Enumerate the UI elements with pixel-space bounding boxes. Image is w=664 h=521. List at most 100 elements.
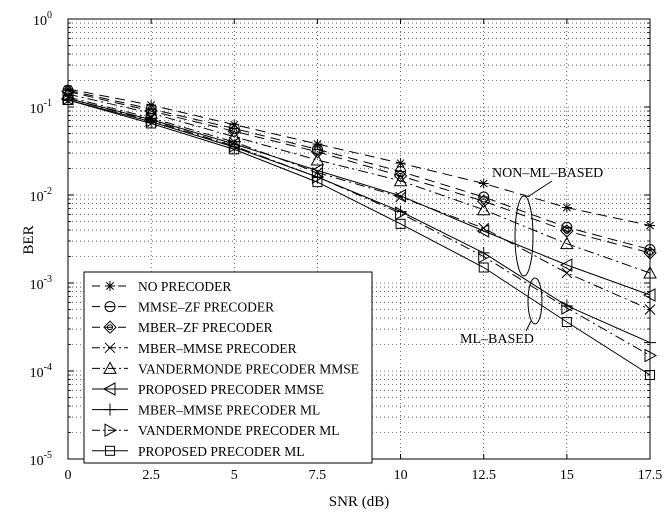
- data-point-s3-2: [227, 124, 241, 138]
- y-tick-label: 10-5: [30, 450, 52, 469]
- x-tick-label: 10: [394, 468, 408, 483]
- legend-box: [83, 271, 373, 464]
- marker-triangle-left-shape: [559, 258, 573, 272]
- series-line-8: [67, 98, 651, 356]
- marker-square-shape: [146, 118, 157, 129]
- annotation-leader-ml: [525, 320, 532, 332]
- data-point-s9-2: [229, 144, 240, 155]
- data-point-s9-4: [395, 218, 406, 229]
- data-point-s1-4: [395, 158, 406, 169]
- annotations: NON–ML–BASED ML–BASED: [460, 166, 603, 347]
- marker-diamond-core: [231, 128, 238, 135]
- marker-triangle-up-shape: [476, 202, 491, 216]
- legend-label-5: VANDERMONDE PRECODER MMSE: [138, 361, 359, 376]
- data-point-s8-3: [311, 170, 325, 184]
- x-axis-label: SNR (dB): [329, 494, 389, 510]
- marker-plus-shape: [311, 171, 324, 184]
- marker-triangle-right-shape: [104, 423, 118, 438]
- legend-marker-4: [104, 342, 116, 354]
- series-line-4: [67, 96, 651, 310]
- legend: NO PRECODER MMSE–ZF PRECODER MBER–ZF PRECO…: [83, 271, 373, 464]
- x-tick-label: 7.5: [309, 468, 327, 483]
- marker-triangle-left-shape: [393, 188, 407, 203]
- x-tick-label: 17.5: [638, 468, 663, 483]
- x-ticks: 0 2.5 5 7.5 10 12.5 15 17.5: [65, 19, 663, 483]
- marker-square-shape: [312, 177, 323, 188]
- series-line-2: [67, 89, 651, 250]
- marker-triangle-right-shape: [395, 206, 408, 221]
- marker-diamond-core: [563, 227, 570, 234]
- marker-square-shape: [395, 218, 406, 229]
- legend-marker-9: [105, 445, 115, 456]
- marker-triangle-right-shape: [311, 170, 325, 184]
- legend-marker-5: [103, 361, 117, 374]
- marker-diamond-shape: [310, 145, 325, 159]
- series-line-9: [67, 99, 651, 376]
- series-line-1: [67, 88, 651, 226]
- data-point-s7-6: [560, 299, 573, 312]
- legend-marker-1: [105, 281, 115, 291]
- data-point-s7-3: [311, 171, 324, 184]
- legend-label-3: MBER–ZF PRECODER: [138, 320, 273, 335]
- annotation-ellipse-ml: [527, 277, 543, 325]
- marker-star-shape: [395, 158, 406, 169]
- marker-star-shape: [561, 202, 572, 213]
- data-point-s8-6: [561, 301, 574, 315]
- y-ticks: 100 10-1 10-2 10-3 10-4 10-5: [30, 10, 650, 469]
- legend-label-1: NO PRECODER: [138, 279, 231, 294]
- data-point-s1-5: [478, 178, 489, 189]
- legend-marker-8: [104, 423, 118, 438]
- marker-plus-shape: [394, 205, 407, 218]
- legend-label-4: MBER–MMSE PRECODER: [138, 341, 297, 356]
- data-point-s9-6: [561, 317, 572, 328]
- data-point-s6-5: [476, 224, 490, 238]
- x-tick-label: 12.5: [471, 468, 496, 483]
- data-point-s2-4: [395, 165, 407, 177]
- x-tick-label: 2.5: [142, 468, 160, 483]
- data-point-s6-6: [559, 258, 573, 272]
- data-point-s7-4: [394, 205, 407, 218]
- y-tick-label: 100: [33, 10, 52, 29]
- data-point-s5-5: [476, 202, 491, 216]
- legend-label-6: PROPOSED PRECODER MMSE: [138, 382, 324, 397]
- series-lines: [67, 88, 651, 376]
- legend-marker-3: [103, 320, 117, 334]
- legend-label-2: MMSE–ZF PRECODER: [138, 300, 274, 315]
- marker-triangle-left-shape: [476, 224, 490, 238]
- x-tick-label: 15: [560, 468, 574, 483]
- marker-square-shape: [478, 262, 489, 273]
- data-point-s5-3: [310, 152, 325, 166]
- y-axis-label: BER: [21, 225, 37, 254]
- data-point-s5-6: [560, 236, 574, 250]
- legend-label-9: PROPOSED PRECODER ML: [138, 444, 305, 459]
- data-point-s5-4: [393, 173, 408, 187]
- marker-square-shape: [561, 317, 572, 328]
- marker-triangle-right-shape: [478, 249, 491, 264]
- annotation-leader-non-ml: [528, 180, 553, 197]
- marker-diamond-shape: [477, 194, 491, 208]
- legend-label-7: MBER–MMSE PRECODER ML: [138, 403, 320, 418]
- marker-diamond-core: [397, 172, 404, 179]
- data-point-s6-4: [393, 188, 407, 203]
- legend-marker-2: [104, 301, 116, 313]
- marker-x-shape: [104, 342, 116, 354]
- data-point-s3-4: [393, 169, 408, 183]
- marker-plus-shape: [560, 299, 573, 312]
- legend-label-8: VANDERMONDE PRECODER ML: [138, 423, 340, 438]
- y-tick-label: 10-2: [30, 186, 52, 205]
- legend-marker-6: [102, 382, 116, 396]
- marker-diamond-shape: [103, 320, 117, 334]
- marker-triangle-up-shape: [393, 173, 408, 187]
- series-line-7: [67, 99, 651, 344]
- data-point-s8-4: [395, 206, 408, 221]
- annotation-ellipse-non-ml: [514, 195, 534, 277]
- data-point-s2-6: [561, 221, 573, 233]
- marker-diamond-core: [107, 324, 113, 331]
- annotation-ml-based: ML–BASED: [460, 332, 534, 347]
- data-point-s9-3: [312, 177, 323, 188]
- data-point-s9-5: [478, 262, 489, 273]
- y-tick-label: 10-1: [30, 98, 52, 117]
- marker-triangle-up-shape: [560, 236, 574, 250]
- data-point-s8-5: [478, 249, 491, 264]
